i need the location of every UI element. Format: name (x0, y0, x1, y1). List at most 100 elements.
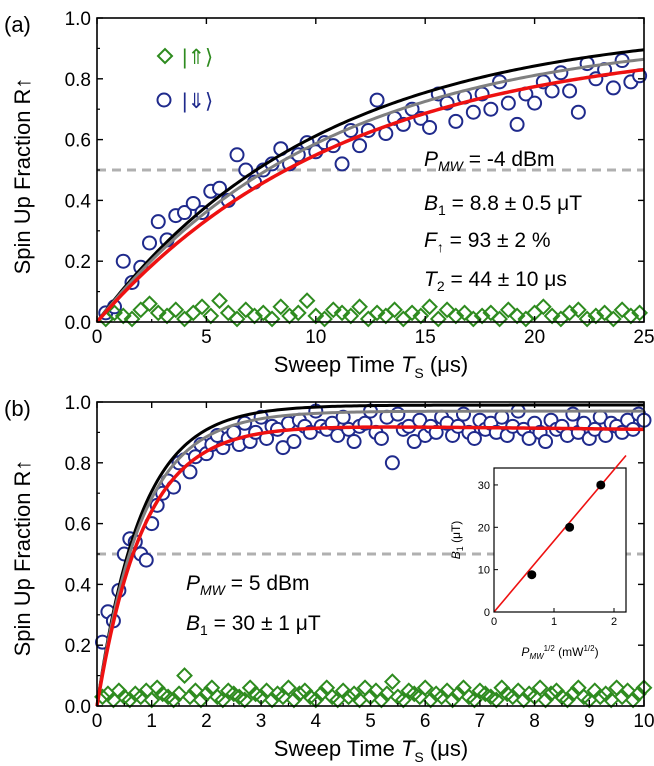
panel-a-point-down (229, 147, 245, 163)
panel-b-point-up (389, 688, 407, 706)
panel-a-point-up (561, 304, 579, 322)
panel-b-x-tick-label: 4 (311, 711, 322, 732)
panel-a-fit-curve-0 (95, 48, 645, 323)
panel-a-point-up (464, 310, 482, 328)
panel-b-x-tick-label: 10 (633, 711, 654, 732)
panel-b-point-down (286, 434, 302, 450)
panel-a-legend: |⇑⟩ |⇓⟩ (156, 46, 213, 113)
panel-b-point-up (230, 688, 248, 706)
panel-a-point-down (448, 113, 464, 129)
panel-a-point-up (193, 298, 211, 316)
panel-b-point-down (182, 464, 198, 480)
inset-x-tick-label: 2 (611, 616, 617, 628)
panel-b-point-up (460, 688, 478, 706)
panel-a-fit-curve-2 (95, 67, 645, 324)
panel-b-point-up (416, 679, 434, 697)
panel-b-point-up (203, 679, 221, 697)
panel-b-point-up (400, 682, 418, 700)
panel-b-point-up (176, 667, 193, 685)
panel-b-point-down (373, 430, 389, 446)
panel-a-point-up (324, 301, 342, 319)
panel-a-y-tick-label: 0.0 (65, 313, 91, 334)
panel-a-point-down (483, 101, 499, 117)
panel-a-point-up (631, 304, 649, 322)
panel-a: (a) 0 5 10 15 20 25 0.0 0.2 0.4 0.6 0.8 1.0 Spin Up… (4, 9, 654, 381)
panel-b-point-up (635, 679, 653, 697)
panel-b-point-up (383, 673, 401, 691)
panel-b-x-tick-label: 1 (146, 711, 157, 732)
panel-a-point-up (587, 307, 605, 325)
panel-a-plot-area: 0 5 10 15 20 25 0.0 0.2 0.4 0.6 0.8 1.0 (65, 9, 654, 348)
legend-down-label: |⇓⟩ (182, 90, 213, 113)
panel-a-point-up (307, 307, 325, 325)
panel-b-point-up (269, 685, 286, 703)
panel-b-point-up (280, 679, 297, 697)
legend-up-label: |⇑⟩ (182, 46, 213, 69)
panel-b-point-down (390, 406, 406, 422)
panel-b-point-down (346, 434, 362, 450)
panel-a-point-up (263, 310, 281, 328)
panel-a-point-up (578, 310, 596, 328)
panel-a-x-tick-label: 10 (305, 327, 326, 348)
annotation-fidelity: F↑ = 93 ± 2 % (424, 229, 551, 255)
panel-a-point-up (403, 304, 421, 322)
panel-a-point-down (605, 80, 621, 96)
panel-a-point-down (465, 104, 481, 120)
panel-a-point-down (115, 253, 131, 269)
panel-b-point-up (520, 685, 538, 703)
panel-b-y-tick-label: 0.8 (65, 454, 91, 475)
inset-y-axis-label: B1 (μT) (449, 521, 465, 560)
panel-a-x-tick-label: 20 (524, 327, 545, 348)
inset-axes-frame (493, 467, 627, 613)
panel-a-point-up (569, 301, 587, 319)
panel-b-point-up (394, 691, 412, 709)
panel-b-point-up (214, 691, 232, 709)
panel-a-point-up (202, 307, 220, 325)
panel-b-x-tick-label: 9 (584, 711, 595, 732)
panel-b-point-down (521, 430, 537, 446)
panel-a-point-down (500, 95, 516, 111)
panel-b-x-tick-label: 8 (529, 711, 540, 732)
annotation-pmw-b: PMW = 5 dBm (186, 572, 310, 598)
panel-a-point-down (142, 235, 158, 251)
inset-x-tick-label: 1 (551, 616, 557, 628)
panel-a-point-up (228, 310, 246, 328)
panel-a-point-up (421, 298, 438, 316)
inset-point (527, 570, 537, 580)
inset-y-tick-label: 0 (484, 607, 490, 619)
annotation-b1-b: B1 = 30 ± 1 μT (186, 612, 321, 638)
panel-a-point-up (289, 304, 307, 322)
panel-b-x-tick-label: 6 (420, 711, 431, 732)
panel-a-x-tick-label: 0 (92, 327, 103, 348)
panel-b-point-up (487, 691, 505, 709)
annotation-t2: T2 = 44 ± 10 μs (424, 268, 567, 294)
panel-a-point-up (386, 301, 403, 319)
panel-b-fit-curve-1 (95, 409, 644, 707)
panel-a-point-up (114, 307, 132, 325)
inset-y-tick-label: 30 (478, 480, 490, 492)
panel-b-point-up (482, 688, 500, 706)
panel-b-point-up (143, 691, 161, 709)
panel-a-point-down (177, 205, 193, 221)
panel-b-fit-curve-2 (95, 425, 645, 707)
panel-a-point-down (185, 195, 201, 211)
annotation-b1: B1 = 8.8 ± 0.5 μT (424, 192, 582, 218)
panel-b-point-up (405, 685, 423, 703)
panel-b-y-axis-label: Spin Up Fraction R↑ (10, 460, 35, 657)
panel-a-point-down (422, 119, 438, 135)
panel-a-y-tick-label: 0.8 (65, 70, 91, 91)
panel-b-point-up (208, 688, 226, 706)
panel-b-point-up (476, 685, 494, 703)
panel-b-y-tick-label: 0.6 (65, 515, 91, 536)
panel-b-point-down (335, 409, 351, 425)
panel-a-point-up (508, 307, 526, 325)
panel-b-point-up (323, 688, 341, 706)
panel-b-point-down (406, 434, 422, 450)
panel-a-point-up (167, 301, 185, 319)
panel-a-point-down (334, 156, 350, 172)
panel-a-point-up (149, 304, 167, 322)
inset-fit-line (493, 454, 627, 613)
panel-a-point-up (368, 304, 386, 322)
